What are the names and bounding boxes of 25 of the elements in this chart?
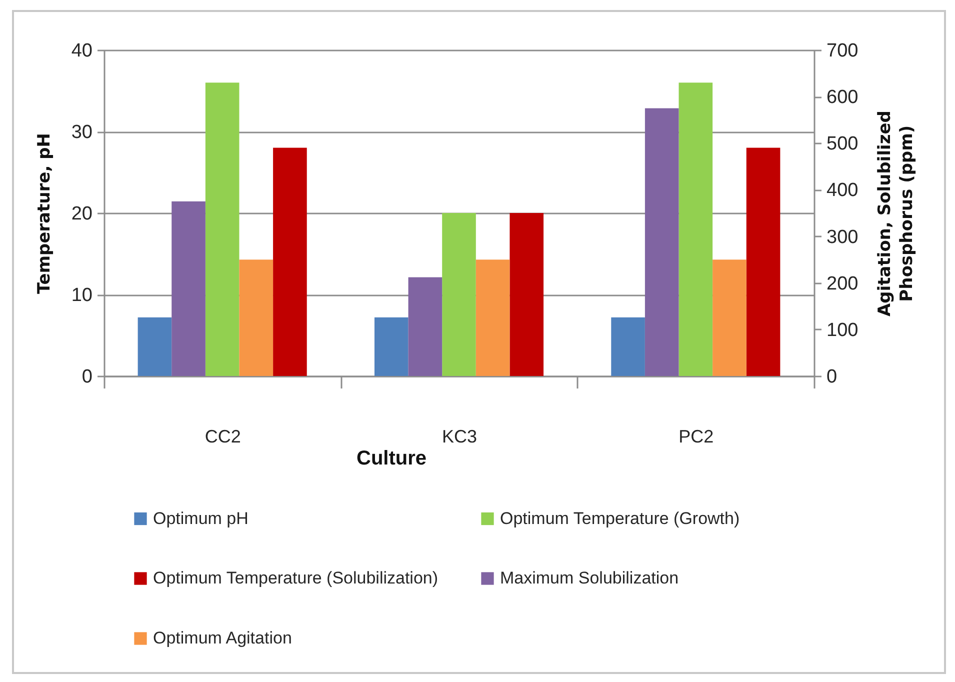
y2-tick-label: 400 [826, 180, 858, 202]
y-tick-label: 20 [71, 204, 92, 224]
x-axis-title: Culture [356, 448, 426, 470]
legend-label: Optimum pH [153, 508, 248, 528]
y2-tick-label: 100 [826, 320, 858, 341]
x-tick-label: CC2 [204, 426, 241, 446]
y2-tick-label: 0 [826, 366, 838, 388]
legend-label: Maximum Solubilization [500, 568, 679, 588]
y2-tick-label: 700 [826, 40, 858, 62]
y-axis-title: Temperature, pH [34, 132, 54, 294]
y-tick-label: 30 [71, 122, 92, 143]
y-tick-label: 0 [82, 366, 92, 388]
y2-axis-title: Agitation, Solubilized Phosphorus (ppm) [875, 110, 918, 316]
y2-tick-label: 500 [826, 134, 858, 155]
y-tick-label: 40 [71, 40, 92, 62]
y2-tick-label: 600 [826, 87, 858, 108]
legend-label: Optimum Temperature (Solubilization) [153, 568, 438, 588]
y2-tick-label: 300 [826, 226, 858, 248]
y-tick-label: 10 [71, 285, 92, 306]
bar [611, 317, 645, 376]
legend-label: Optimum Temperature (Growth) [500, 508, 740, 528]
x-tick-label: PC2 [678, 426, 714, 446]
x-tick-label: KC3 [442, 426, 478, 446]
legend-label: Optimum Agitation [153, 628, 292, 648]
y2-tick-label: 200 [826, 273, 858, 294]
